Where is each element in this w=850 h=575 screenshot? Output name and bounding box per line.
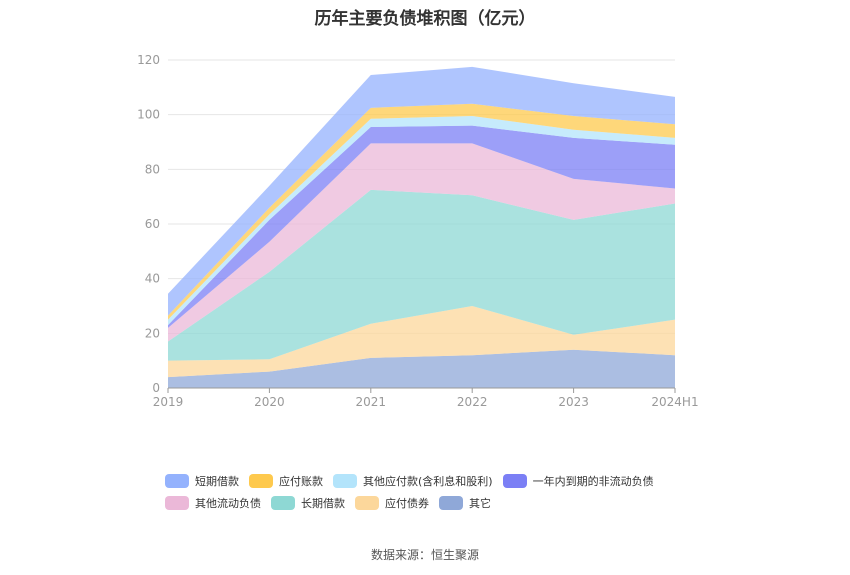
y-tick-labels: 0 20 40 60 80 100 120 — [137, 53, 160, 395]
legend-label: 应付账款 — [279, 475, 323, 488]
legend-item[interactable]: 其他流动负债 — [165, 495, 261, 511]
legend-swatch — [333, 474, 357, 488]
area-series-5 — [168, 116, 675, 326]
x-tick-label: 2022 — [457, 395, 488, 409]
area-series — [168, 66, 675, 388]
y-tick-label: 20 — [145, 326, 160, 340]
legend-item[interactable]: 长期借款 — [271, 495, 345, 511]
data-source: 数据来源：恒生聚源 — [370, 548, 479, 562]
legend-item[interactable]: 其他应付款(含利息和股利) — [333, 473, 493, 489]
area-series-7 — [168, 66, 675, 316]
legend-swatch — [249, 474, 273, 488]
legend-row: 短期借款 应付账款 其他应付款(含利息和股利) 一年内到期的非流动负债 — [165, 473, 725, 489]
legend-swatch — [271, 496, 295, 510]
x-tick-labels: 2019 2020 2021 2022 2023 2024H1 — [153, 395, 699, 409]
x-tick-label: 2024H1 — [651, 395, 698, 409]
area-series-6 — [168, 103, 675, 320]
legend-label: 应付债券 — [385, 497, 429, 510]
legend-item[interactable]: 应付债券 — [355, 495, 429, 511]
area-series-3 — [168, 143, 675, 342]
x-tick-label: 2021 — [356, 395, 387, 409]
legend-label: 一年内到期的非流动负债 — [532, 475, 654, 488]
area-series-0 — [168, 349, 675, 388]
legend-swatch — [165, 474, 189, 488]
chart-title: 历年主要负债堆积图（亿元） — [314, 9, 536, 29]
axes — [167, 387, 676, 393]
area-series-4 — [168, 125, 675, 328]
legend-swatch — [355, 496, 379, 510]
legend-label: 其他应付款(含利息和股利) — [363, 475, 493, 488]
legend-row: 其他流动负债 长期借款 应付债券 其它 — [165, 495, 725, 511]
legend-label: 其他流动负债 — [195, 497, 261, 510]
legend-label: 其它 — [469, 497, 491, 510]
legend-swatch — [165, 496, 189, 510]
legend-swatch — [439, 496, 463, 510]
legend-item[interactable]: 短期借款 — [165, 473, 239, 489]
y-tick-label: 80 — [145, 162, 160, 176]
legend-item[interactable]: 一年内到期的非流动负债 — [502, 473, 654, 489]
legend-label: 长期借款 — [301, 497, 345, 510]
legend: 短期借款 应付账款 其他应付款(含利息和股利) 一年内到期的非流动负债 其他流动负债 长… — [165, 473, 725, 517]
x-tick-label: 2023 — [558, 395, 589, 409]
y-tick-label: 0 — [152, 381, 160, 395]
y-tick-label: 40 — [145, 272, 160, 286]
x-tick-label: 2020 — [254, 395, 285, 409]
area-series-2 — [168, 189, 675, 361]
area-series-1 — [168, 306, 675, 378]
y-tick-label: 120 — [137, 53, 160, 67]
legend-item[interactable]: 应付账款 — [249, 473, 323, 489]
x-tick-label: 2019 — [153, 395, 184, 409]
legend-swatch — [502, 474, 527, 488]
stacked-area-chart: 0 20 40 60 80 100 120 2019 2020 2021 2022 2023 2024… — [137, 53, 699, 409]
legend-label: 短期借款 — [195, 475, 239, 488]
y-tick-label: 100 — [137, 108, 160, 122]
y-tick-label: 60 — [145, 217, 160, 231]
legend-item[interactable]: 其它 — [439, 495, 491, 511]
